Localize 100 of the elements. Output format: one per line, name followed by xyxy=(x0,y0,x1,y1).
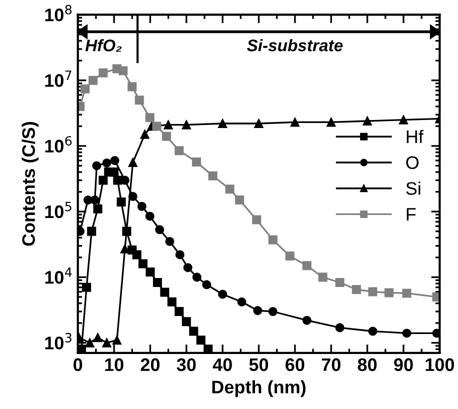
point xyxy=(208,171,218,180)
point xyxy=(182,120,191,130)
point xyxy=(253,306,262,316)
point xyxy=(140,130,150,139)
point xyxy=(98,176,108,185)
annotation: HfO₂ xyxy=(85,39,122,52)
point xyxy=(113,176,122,185)
point xyxy=(134,96,144,105)
x-tick-label: 20 xyxy=(140,358,160,372)
y-axis-title: Contents (C/S) xyxy=(22,122,39,246)
point xyxy=(285,252,294,261)
point xyxy=(218,290,228,299)
point xyxy=(290,118,300,127)
x-tick-label: 70 xyxy=(322,358,340,372)
point xyxy=(93,204,102,214)
point xyxy=(204,344,213,353)
x-tick-label: 100 xyxy=(426,358,454,372)
point xyxy=(118,66,128,76)
x-axis-title: Depth (nm) xyxy=(212,380,306,398)
annotation: Si-substrate xyxy=(247,39,343,52)
legend-label: Hf xyxy=(406,130,424,143)
point xyxy=(302,261,312,270)
x-tick-label: 10 xyxy=(105,358,124,372)
point xyxy=(152,278,162,288)
point xyxy=(225,184,234,194)
point xyxy=(145,113,154,122)
y-tick-label: 10$^{7}$ xyxy=(45,70,72,87)
point xyxy=(335,323,344,332)
point xyxy=(162,132,172,141)
legend-label: O xyxy=(406,156,419,169)
point xyxy=(254,118,264,128)
point xyxy=(432,292,440,302)
point xyxy=(174,306,184,316)
point xyxy=(182,317,191,326)
point xyxy=(174,146,184,156)
y-tick-label: 10$^{6}$ xyxy=(45,136,72,153)
point xyxy=(90,196,100,205)
point xyxy=(398,115,408,124)
x-tick-label: 30 xyxy=(176,358,196,372)
point xyxy=(85,338,94,348)
point xyxy=(302,316,312,325)
point xyxy=(202,280,212,290)
point xyxy=(128,82,137,92)
point xyxy=(152,122,162,131)
point xyxy=(155,225,164,234)
y-tick-label: 10$^{3}$ xyxy=(45,332,72,350)
point xyxy=(218,118,228,128)
point xyxy=(268,235,278,244)
point xyxy=(237,297,246,306)
legend-label: Si xyxy=(406,182,420,195)
x-tick-label: 60 xyxy=(286,358,304,372)
point xyxy=(82,282,92,292)
point xyxy=(368,326,378,336)
point xyxy=(164,120,173,130)
point xyxy=(87,226,96,236)
point xyxy=(80,84,90,94)
point xyxy=(102,338,112,348)
point xyxy=(252,215,262,224)
point xyxy=(192,272,202,282)
point xyxy=(88,76,98,85)
point xyxy=(132,250,142,260)
point xyxy=(93,333,102,342)
point xyxy=(189,326,198,336)
point xyxy=(138,259,148,268)
point xyxy=(335,278,344,288)
point xyxy=(128,158,138,167)
x-tick-label: 80 xyxy=(358,358,377,372)
point xyxy=(268,306,278,316)
y-tick-label: 10$^{5}$ xyxy=(45,202,72,218)
point xyxy=(146,267,155,277)
point xyxy=(175,250,184,260)
x-tick-label: 50 xyxy=(249,358,268,372)
point xyxy=(402,288,412,298)
x-tick-label: 40 xyxy=(212,358,232,372)
point xyxy=(110,168,119,177)
point xyxy=(196,336,206,345)
y-tick-label: 10$^{4}$ xyxy=(45,267,72,284)
x-tick-label: 90 xyxy=(394,358,413,372)
legend-label: F xyxy=(406,208,416,221)
point xyxy=(192,157,202,166)
point xyxy=(145,212,154,221)
point xyxy=(112,336,122,345)
point xyxy=(110,156,120,166)
point xyxy=(160,288,170,297)
point xyxy=(362,116,372,126)
point xyxy=(137,202,146,211)
point xyxy=(167,297,176,306)
point xyxy=(326,118,336,127)
point xyxy=(235,196,244,205)
point xyxy=(92,161,102,170)
point xyxy=(102,158,112,168)
y-tick-label: 10$^{8}$ xyxy=(45,4,72,22)
point xyxy=(183,263,192,272)
x-tick-label: 0 xyxy=(74,358,82,372)
point xyxy=(165,236,174,246)
point xyxy=(116,197,126,206)
point xyxy=(402,328,412,338)
point xyxy=(352,284,361,294)
point xyxy=(368,287,378,296)
point xyxy=(98,68,108,78)
